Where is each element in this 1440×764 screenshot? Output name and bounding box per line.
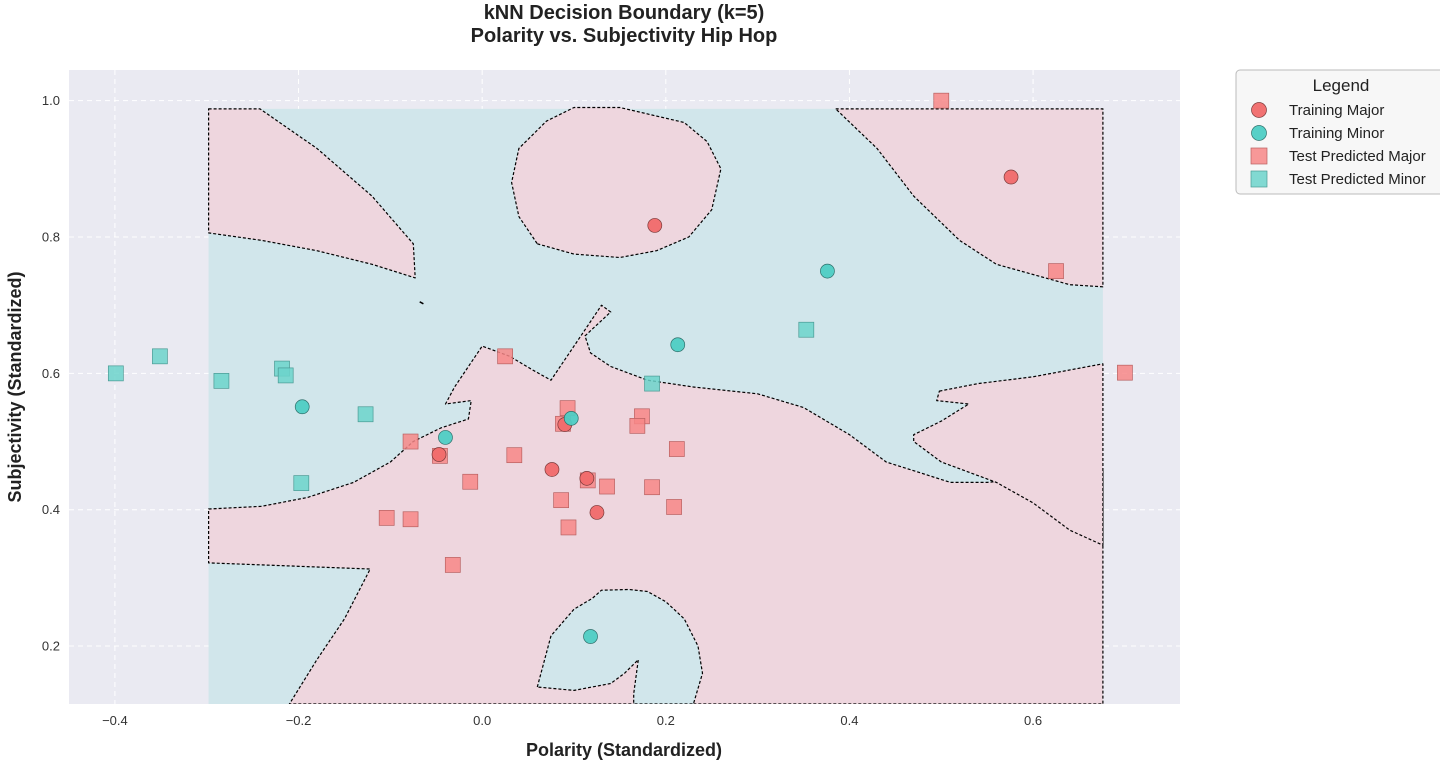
test-predicted-minor-point-1 [152,348,168,365]
legend-label-training-major: Training Major [1289,102,1384,119]
y-tick-label-1: 0.4 [42,502,60,517]
legend-label-training-minor: Training Minor [1289,125,1384,142]
training-major-point-4 [579,471,595,486]
y-tick-label-4: 1.0 [42,93,60,108]
test-predicted-major-point-8 [668,441,685,457]
training-minor-point-4 [583,629,598,644]
test-predicted-minor-point-7 [644,375,660,392]
test-predicted-major-point-14 [599,478,615,495]
y-tick-label-2: 0.6 [42,366,60,381]
legend-box [1235,69,1440,195]
decision-region [208,106,1104,704]
test-predicted-major-point-12 [462,473,479,490]
x-tick-label-3: 0.2 [657,713,675,728]
y-tick-label-0: 0.2 [42,639,60,654]
test-predicted-major-point-15 [644,479,660,496]
region-major-2 [835,108,1104,288]
x-tick-label-5: 0.6 [1024,713,1042,728]
test-predicted-major-point-16 [553,492,569,509]
chart-title-line-2: Polarity vs. Subjectivity Hip Hop [471,25,778,47]
test-predicted-major-point-11 [506,447,523,464]
legend-label-test-predicted-minor: Test Predicted Minor [1289,171,1426,188]
training-minor-point-5 [563,411,579,426]
region-major-4 [913,363,1104,546]
region-major-1 [511,106,722,259]
y-axis-ticks: 0.2 0.4 0.6 0.8 1.0 [42,93,60,653]
x-tick-label-4: 0.4 [840,713,858,728]
test-predicted-minor-point-2 [213,373,230,389]
test-predicted-minor-point-0 [107,365,124,382]
test-predicted-major-point-2 [1117,364,1133,381]
x-axis-ticks: −0.4 −0.2 0.0 0.2 0.4 0.6 [102,713,1042,728]
test-predicted-minor-point-4 [277,367,294,384]
test-predicted-major-point-6 [629,418,646,434]
training-major-point-1 [1003,169,1019,185]
training-minor-point-3 [438,430,453,445]
training-major-point-2 [431,447,447,462]
x-tick-label-2: 0.0 [473,713,491,728]
test-predicted-major-point-17 [666,499,682,515]
x-tick-label-0: −0.4 [102,713,128,728]
training-minor-point-2 [294,399,310,415]
legend-marker-test-predicted-major [1250,147,1268,165]
x-axis-label: Polarity (Standardized) [526,740,722,760]
test-predicted-major-point-1 [1048,263,1064,279]
training-major-point-5 [589,505,605,520]
test-predicted-minor-point-6 [293,475,310,491]
test-predicted-minor-point-8 [798,321,815,338]
training-minor-point-0 [820,263,835,279]
legend: Legend Training Major Training Minor Test … [1235,69,1440,195]
region-major-0 [208,108,416,279]
legend-marker-test-predicted-minor [1250,170,1268,188]
test-predicted-major-point-20 [560,519,577,536]
test-predicted-major-point-21 [444,557,461,573]
test-predicted-major-point-18 [378,510,395,526]
legend-title: Legend [1313,76,1370,95]
test-predicted-minor-point-5 [357,406,374,423]
x-tick-label-1: −0.2 [286,713,312,728]
legend-marker-training-major [1251,102,1267,118]
boundary-fragment [419,301,424,305]
training-major-point-3 [544,462,560,477]
y-tick-label-3: 0.8 [42,230,60,245]
region-major-3 [208,304,1104,704]
legend-label-test-predicted-major: Test Predicted Major [1289,148,1426,165]
test-predicted-major-point-9 [402,433,419,450]
test-predicted-major-point-0 [933,92,950,109]
region-minor-island-0 [536,588,704,704]
test-predicted-major-point-3 [497,348,513,365]
data-points [107,92,1133,644]
legend-marker-training-minor [1251,125,1267,141]
test-predicted-major-point-19 [402,511,419,528]
training-minor-point-1 [670,337,686,353]
chart-title-line-1: kNN Decision Boundary (k=5) [484,2,765,24]
training-major-point-0 [647,218,663,233]
y-axis-label: Subjectivity (Standardized) [5,271,25,502]
